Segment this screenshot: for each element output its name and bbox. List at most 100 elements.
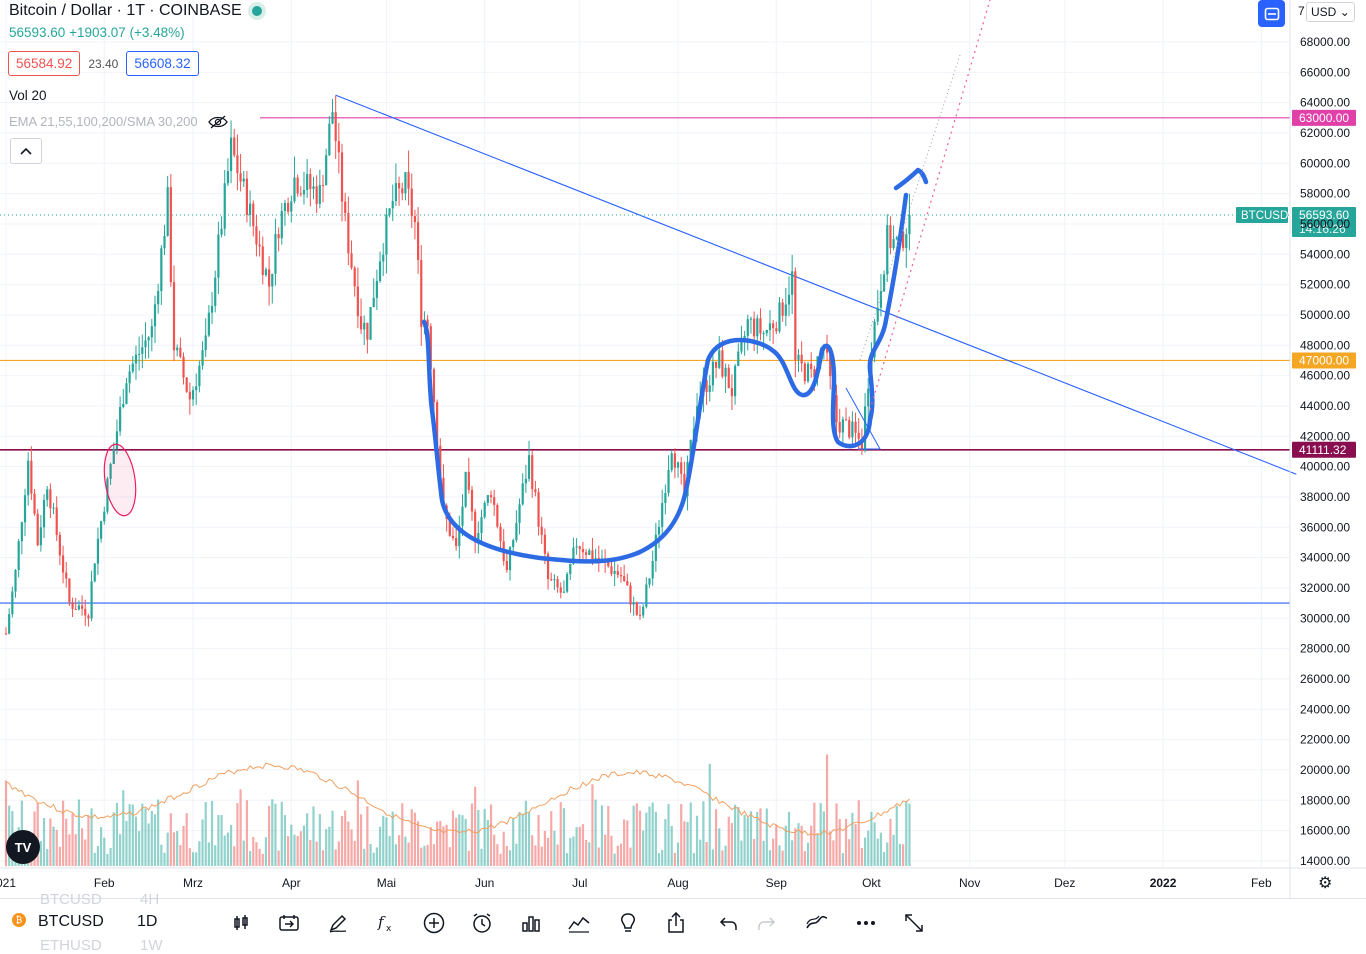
volume-bar	[331, 810, 334, 866]
candles-icon[interactable]	[228, 910, 254, 936]
y-tick-label: 50000.00	[1300, 308, 1350, 322]
candle-body	[575, 546, 578, 548]
last-price: 56593.60	[9, 25, 66, 40]
ribbon-icon[interactable]	[804, 910, 830, 936]
candle-body	[673, 453, 676, 468]
more-icon[interactable]	[853, 910, 879, 936]
volume-legend[interactable]: Vol 20	[9, 88, 47, 103]
volume-bar	[448, 847, 451, 866]
candle-body	[439, 445, 442, 478]
market-open-icon	[251, 5, 262, 16]
volume-bar	[134, 816, 138, 866]
candle-body	[49, 489, 52, 509]
undo-icon[interactable]	[716, 910, 742, 936]
candle-body	[882, 274, 886, 292]
idea-icon[interactable]	[615, 910, 641, 936]
candle-body	[11, 591, 14, 615]
handle-triangle[interactable]	[845, 387, 881, 450]
compare-icon[interactable]	[276, 910, 302, 936]
candle-body	[489, 495, 493, 498]
breakout-ellipse[interactable]	[100, 442, 140, 517]
y-tick-label: 26000.00	[1300, 672, 1350, 686]
candle-body	[486, 495, 489, 503]
candle-body	[565, 574, 569, 592]
candle-body	[737, 351, 740, 366]
volume-bar	[467, 850, 470, 866]
candle-body	[36, 513, 39, 546]
volume-bar	[176, 831, 179, 866]
y-tick-label: 56000.00	[1300, 217, 1350, 231]
volume-bar	[207, 842, 210, 866]
redo-icon[interactable]	[753, 910, 779, 936]
volume-bar	[413, 812, 417, 866]
candle-body	[781, 302, 784, 316]
hidden-eye-icon[interactable]	[207, 115, 228, 129]
buy-button[interactable]: 56608.32	[126, 51, 199, 76]
x-tick-label: Feb	[94, 876, 115, 890]
candle-body	[670, 453, 673, 470]
volume-bar	[328, 826, 331, 866]
candle-body	[787, 294, 791, 305]
draw-icon[interactable]	[325, 910, 351, 936]
y-tick-label: 28000.00	[1300, 642, 1350, 656]
projection-dotted-gray[interactable]	[859, 54, 961, 361]
candle-body	[115, 431, 119, 449]
volume-bar	[613, 853, 616, 866]
volume-bar	[204, 801, 207, 866]
add-icon[interactable]	[421, 910, 447, 936]
volume-bar	[597, 847, 600, 866]
ema-legend[interactable]: EMA 21,55,100,200/SMA 30,200	[9, 114, 228, 129]
volume-bar	[791, 840, 794, 866]
share-icon[interactable]	[663, 910, 689, 936]
candle-body	[429, 326, 432, 370]
alert-icon[interactable]	[469, 910, 495, 936]
volume-bar	[724, 845, 727, 866]
screenshot-button[interactable]	[1258, 0, 1285, 27]
candle-body	[889, 225, 892, 249]
settings-gear-icon[interactable]: ⚙	[1318, 875, 1332, 892]
candle-body	[8, 614, 11, 634]
bars-icon[interactable]	[518, 910, 544, 936]
volume-bar	[340, 816, 344, 866]
volume-bar	[553, 830, 556, 866]
volume-bar	[157, 799, 160, 866]
candle-body	[800, 354, 803, 364]
symbol-title[interactable]: Bitcoin / Dollar · 1T · COINBASE	[9, 2, 262, 20]
volume-bar	[334, 849, 337, 866]
candle-body	[17, 541, 20, 571]
y-tick-label: 24000.00	[1300, 702, 1350, 716]
volume-bar	[512, 818, 515, 866]
candle-body	[163, 235, 166, 249]
candle-body	[334, 112, 337, 142]
y-tick-label: 66000.00	[1300, 65, 1350, 79]
fullscreen-icon[interactable]	[901, 910, 927, 936]
volume-bar	[42, 818, 46, 866]
volume-bar	[623, 819, 626, 866]
candle-body	[829, 352, 832, 377]
last-price-label: 56593.60	[1299, 208, 1349, 222]
candle-body	[610, 566, 613, 574]
interval-select[interactable]: 1D	[137, 913, 158, 930]
currency-select[interactable]: USD ⌄	[1306, 2, 1355, 22]
volume-bar	[242, 840, 245, 866]
volume-bar	[873, 822, 876, 866]
candle-body	[344, 201, 347, 214]
sell-button[interactable]: 56584.92	[8, 51, 81, 76]
replay-icon[interactable]	[566, 910, 592, 936]
y-tick-label: 64000.00	[1300, 96, 1350, 110]
tradingview-logo[interactable]: TV	[6, 830, 40, 864]
volume-bar	[629, 847, 632, 866]
candle-body	[591, 550, 594, 560]
cup-handle-drawing[interactable]	[421, 167, 929, 564]
collapse-legend-button[interactable]	[10, 138, 42, 164]
descending-trendline[interactable]	[335, 94, 1297, 475]
x-tick-label: Apr	[282, 876, 301, 890]
projection-dotted-pink[interactable]	[869, 0, 991, 411]
y-tick-label: 40000.00	[1300, 460, 1350, 474]
volume-bar	[692, 853, 695, 866]
candle-body	[229, 137, 233, 172]
candle-body	[680, 462, 683, 474]
symbol-search[interactable]: BTCUSD	[38, 913, 104, 930]
